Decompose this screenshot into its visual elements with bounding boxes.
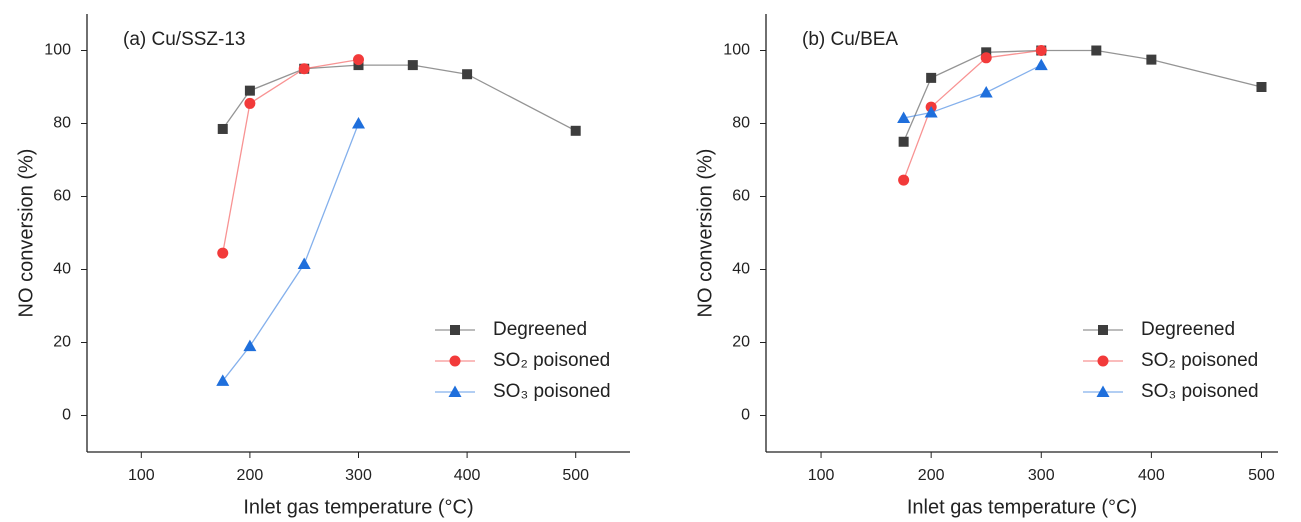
series-line: [222, 123, 360, 382]
marker: [244, 97, 256, 109]
x-tick-label: 300: [1028, 467, 1055, 484]
marker: [898, 174, 910, 186]
y-tick-label: 20: [53, 334, 71, 351]
x-axis-label: Inlet gas temperature (°C): [243, 496, 473, 518]
marker: [926, 72, 937, 83]
x-tick-label: 400: [1138, 467, 1165, 484]
x-tick-label: 500: [1248, 467, 1275, 484]
marker: [217, 123, 228, 134]
y-tick-label: 20: [732, 334, 750, 351]
series-line: [903, 49, 1042, 181]
marker: [407, 60, 418, 71]
x-tick-label: 100: [808, 467, 835, 484]
x-tick-label: 400: [454, 467, 481, 484]
y-tick-label: 80: [53, 115, 71, 132]
series-line: [222, 58, 359, 254]
marker: [1034, 58, 1048, 71]
legend-marker: [1096, 385, 1110, 397]
x-axis-label: Inlet gas temperature (°C): [907, 496, 1137, 518]
marker: [243, 339, 257, 352]
marker: [462, 69, 473, 80]
legend-label: SO₂ poisoned: [1141, 350, 1258, 371]
marker: [298, 63, 310, 75]
marker: [353, 54, 364, 66]
legend-label: SO₃ poisoned: [493, 381, 611, 402]
series-line: [903, 49, 1262, 143]
marker: [1035, 45, 1047, 56]
marker: [1091, 45, 1102, 56]
marker: [217, 247, 229, 259]
y-axis-label: NO conversion (%): [15, 149, 37, 318]
marker: [1146, 54, 1157, 65]
legend-marker: [1098, 325, 1108, 335]
panel-title: (a) Cu/SSZ-13: [123, 29, 245, 50]
legend-marker: [450, 325, 460, 335]
series-line: [222, 64, 577, 132]
x-tick-label: 200: [918, 467, 945, 484]
marker: [570, 125, 581, 136]
legend-label: Degreened: [1141, 319, 1235, 340]
marker: [898, 136, 909, 147]
marker: [216, 374, 230, 386]
marker: [297, 257, 311, 270]
y-tick-label: 60: [732, 188, 750, 205]
y-tick-label: 80: [732, 115, 750, 132]
y-tick-label: 100: [44, 42, 71, 59]
y-tick-label: 60: [53, 188, 71, 205]
marker: [980, 52, 992, 64]
marker: [244, 85, 255, 96]
panel-title: (b) Cu/BEA: [802, 29, 898, 50]
legend-marker: [448, 385, 462, 397]
x-tick-label: 300: [345, 467, 372, 484]
series-line: [903, 64, 1042, 119]
marker: [924, 106, 938, 118]
legend-label: SO₂ poisoned: [493, 350, 610, 371]
legend-marker: [1097, 355, 1109, 367]
y-tick-label: 40: [53, 261, 71, 278]
legend-label: SO₃ poisoned: [1141, 381, 1259, 402]
marker: [1256, 82, 1267, 92]
marker: [979, 85, 993, 98]
x-tick-label: 500: [562, 467, 589, 484]
legend-label: Degreened: [493, 319, 587, 340]
y-tick-label: 0: [741, 407, 750, 424]
x-tick-label: 100: [128, 467, 155, 484]
marker: [897, 111, 911, 124]
y-axis-label: NO conversion (%): [694, 149, 716, 318]
x-tick-label: 200: [237, 467, 264, 484]
y-tick-label: 0: [62, 407, 71, 424]
legend-marker: [449, 355, 461, 367]
marker: [352, 117, 365, 129]
y-tick-label: 40: [732, 261, 750, 278]
y-tick-label: 100: [723, 42, 750, 59]
